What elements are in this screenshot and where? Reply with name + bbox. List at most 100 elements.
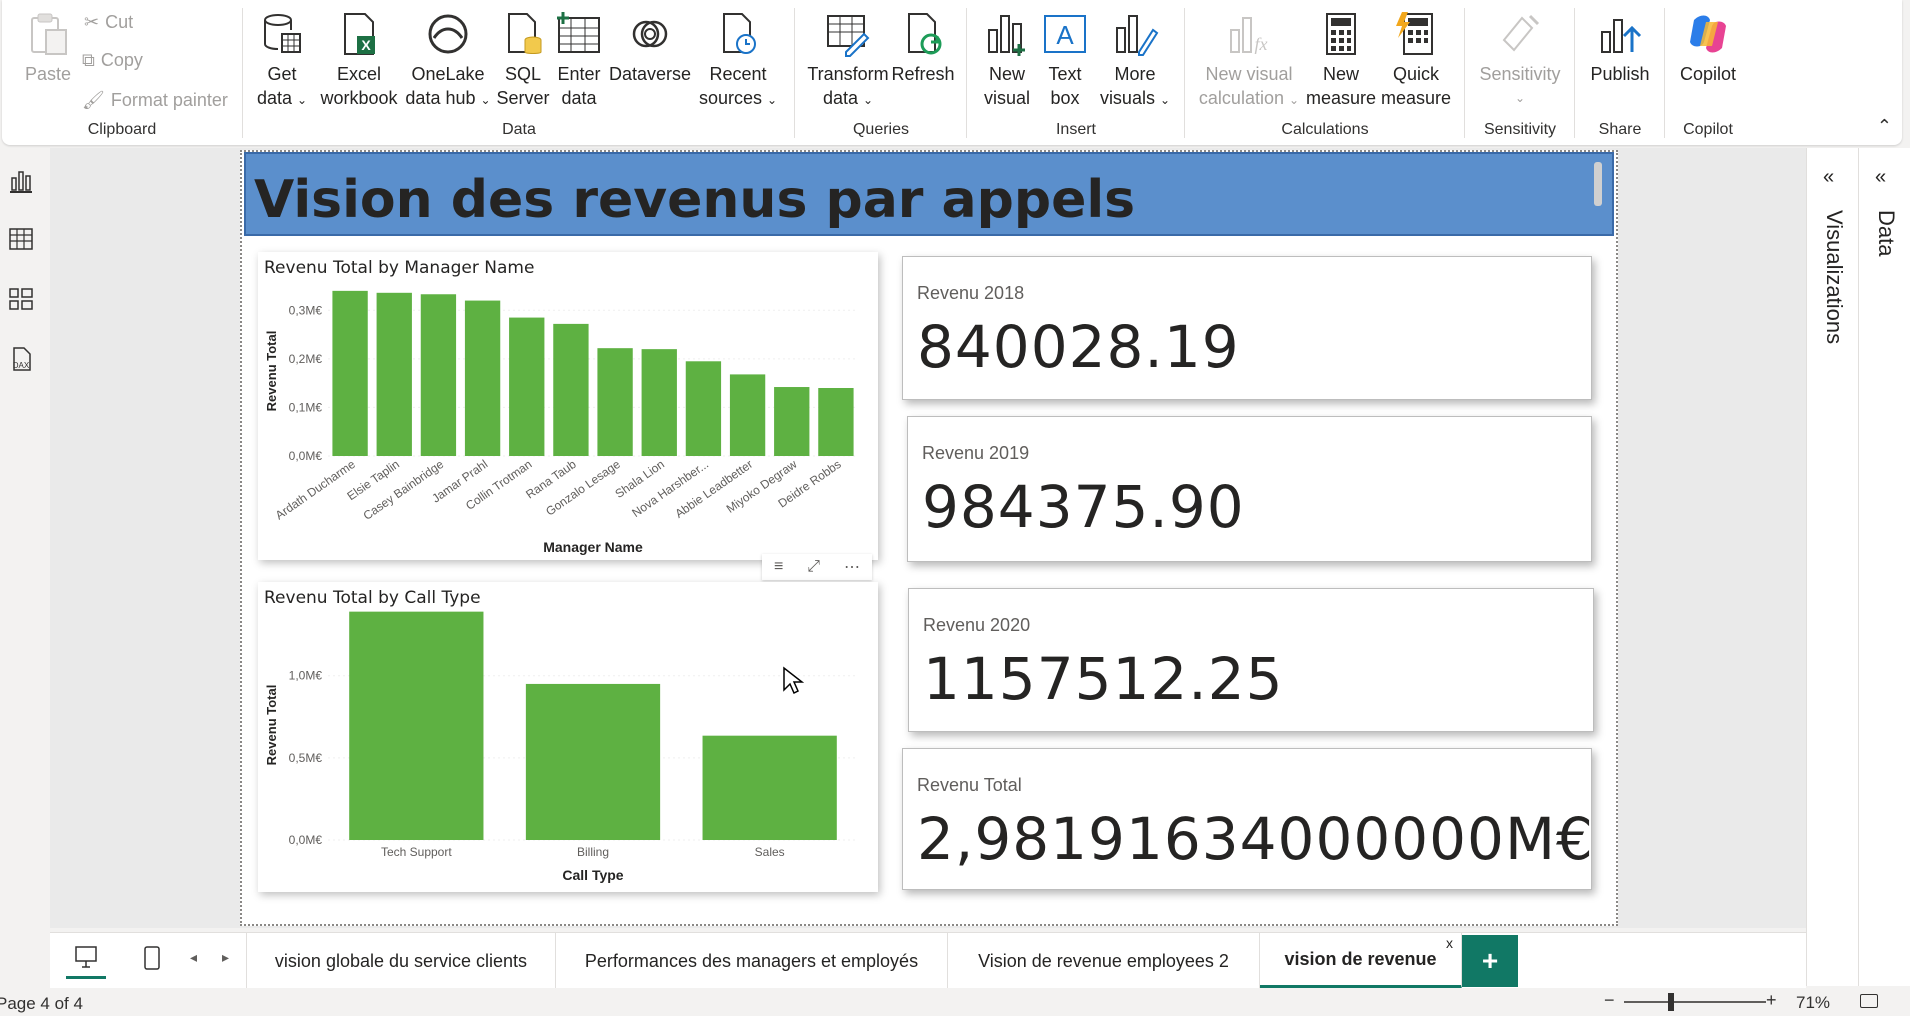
tab-scroll-left-icon[interactable]: ◂ xyxy=(190,949,198,965)
focus-mode-icon[interactable]: ⤢ xyxy=(807,558,821,575)
sensitivity-icon xyxy=(1496,10,1544,58)
bar-11 xyxy=(774,387,810,456)
zoom-slider[interactable] xyxy=(1624,993,1766,1011)
tab-scroll-right-icon[interactable]: ▸ xyxy=(222,949,230,965)
cut-button[interactable]: ✂ Cut xyxy=(84,12,133,33)
collapse-ribbon-icon[interactable]: ⌃ xyxy=(1876,116,1892,136)
dataverse-button[interactable]: Dataverse xyxy=(608,10,692,86)
zoom-in-icon[interactable]: + xyxy=(1766,990,1777,1010)
expand-pane-icon[interactable]: « xyxy=(1875,166,1887,188)
tab-performances[interactable]: Performances des managers et employés xyxy=(556,933,948,989)
table-view-icon[interactable] xyxy=(8,226,34,252)
report-title-box[interactable]: Vision des revenus par appels xyxy=(244,152,1614,236)
sensitivity-group: Sensitivity ⌄ Sensitivity xyxy=(1466,0,1574,145)
kpi-card-revenu-2018[interactable]: Revenu 2018 840028.19 xyxy=(902,256,1592,400)
x-axis-title: Manager Name xyxy=(543,539,643,555)
separator xyxy=(242,8,243,138)
text-box-icon: A xyxy=(1041,10,1089,58)
excel-icon: X xyxy=(335,10,383,58)
queries-group-label: Queries xyxy=(852,121,910,138)
publish-button[interactable]: Publish xyxy=(1582,10,1658,86)
insert-group: New visual A Text box More visuals ⌄ Ins… xyxy=(968,0,1184,145)
y-axis-title: Revenu Total xyxy=(264,331,279,412)
sensitivity-button[interactable]: Sensitivity ⌄ xyxy=(1474,10,1566,110)
svg-text:fx: fx xyxy=(1255,34,1268,54)
chevron-down-icon: ⌄ xyxy=(1514,91,1526,105)
text-box-label-1: Text xyxy=(1048,64,1082,84)
bar-9 xyxy=(685,361,722,456)
recent-label-2: sources ⌄ xyxy=(696,86,780,112)
x-tick-label: Tech Support xyxy=(381,845,452,859)
format-painter-button[interactable]: 🖌 Format painter xyxy=(82,90,228,111)
sql-server-button[interactable]: SQL Server xyxy=(494,10,552,110)
kpi-card-revenu-2020[interactable]: Revenu 2020 1157512.25 xyxy=(908,588,1594,732)
data-pane[interactable]: « Data xyxy=(1858,148,1910,986)
title-scrollbar[interactable] xyxy=(1594,162,1602,206)
new-visual-button[interactable]: New visual xyxy=(982,10,1032,110)
report-title: Vision des revenus par appels xyxy=(254,170,1136,230)
copilot-button[interactable]: Copilot xyxy=(1672,10,1744,86)
x-tick-label: Ardath Ducharme xyxy=(273,457,358,523)
new-measure-button[interactable]: New measure xyxy=(1306,10,1376,110)
separator xyxy=(1574,8,1575,138)
desktop-layout-icon[interactable] xyxy=(66,943,106,979)
more-visuals-button[interactable]: More visuals ⌄ xyxy=(1096,10,1174,112)
quick-measure-button[interactable]: Quick measure xyxy=(1378,10,1454,110)
copy-button[interactable]: ⧉ Copy xyxy=(82,50,143,71)
visualizations-pane[interactable]: « Visualizations xyxy=(1806,148,1858,986)
tab-vision-globale[interactable]: vision globale du service clients xyxy=(246,933,556,989)
kpi-card-revenu-total[interactable]: Revenu Total 2,98191634000000M€ xyxy=(902,748,1593,890)
page-indicator: Page 4 of 4 xyxy=(0,994,83,1013)
fx-icon: fx xyxy=(1225,10,1273,58)
y-tick-label: 0,2M€ xyxy=(289,352,323,366)
close-tab-icon[interactable]: x xyxy=(1446,935,1453,951)
text-box-label-2: box xyxy=(1050,88,1080,108)
tab-vision-revenue-employees-2[interactable]: Vision de revenue employees 2 xyxy=(948,933,1260,989)
transform-data-icon xyxy=(824,10,872,58)
copilot-icon xyxy=(1684,10,1732,58)
onelake-icon xyxy=(424,10,472,58)
get-data-button[interactable]: Get data ⌄ xyxy=(252,10,312,112)
transform-label-2-text: data xyxy=(822,88,858,108)
onelake-data-hub-button[interactable]: OneLake data hub ⌄ xyxy=(404,10,492,112)
tab-vision-de-revenue[interactable]: vision de revenue x xyxy=(1260,933,1462,989)
card-value: 1157512.25 xyxy=(923,645,1284,713)
svg-text:DAX: DAX xyxy=(13,361,30,370)
bar-2 xyxy=(376,292,412,456)
filter-icon[interactable]: ≡ xyxy=(773,558,784,575)
new-visual-calculation-button[interactable]: fx New visual calculation ⌄ xyxy=(1196,10,1302,112)
dax-query-view-icon[interactable]: DAX xyxy=(8,346,34,372)
fit-to-page-icon[interactable] xyxy=(1860,994,1878,1008)
excel-workbook-button[interactable]: X Excel workbook xyxy=(316,10,402,110)
expand-pane-icon[interactable]: « xyxy=(1823,166,1835,188)
transform-data-button[interactable]: Transform data ⌄ xyxy=(806,10,890,112)
enter-data-button[interactable]: Enter data xyxy=(554,10,604,110)
manager-revenue-chart[interactable]: Revenu Total by Manager Name 0,0M€ 0,1M€ 0… xyxy=(258,252,878,560)
transform-label-2: data ⌄ xyxy=(806,86,890,112)
paste-button[interactable]: Paste xyxy=(20,10,76,86)
report-view-icon[interactable] xyxy=(8,168,34,194)
bar-6 xyxy=(553,323,589,456)
paste-icon xyxy=(24,10,72,58)
database-icon xyxy=(258,10,306,58)
quick-measure-label-2: measure xyxy=(1380,88,1452,108)
onelake-label-2: data hub ⌄ xyxy=(404,86,492,112)
recent-sources-button[interactable]: Recent sources ⌄ xyxy=(696,10,780,112)
model-view-icon[interactable] xyxy=(8,286,34,312)
refresh-button[interactable]: Refresh xyxy=(890,10,956,86)
text-box-button[interactable]: A Text box xyxy=(1040,10,1090,110)
transform-label-1: Transform xyxy=(807,64,889,84)
mobile-layout-icon[interactable] xyxy=(142,945,162,973)
add-page-button[interactable]: + xyxy=(1462,935,1518,987)
zoom-slider-thumb[interactable] xyxy=(1668,993,1674,1011)
quick-measure-label-1: Quick xyxy=(1392,64,1439,84)
call-type-revenue-chart[interactable]: Revenu Total by Call Type 0,0M€ 0,5M€ 1,0M… xyxy=(258,582,878,892)
more-options-icon[interactable]: ⋯ xyxy=(844,559,860,576)
card-value: 840028.19 xyxy=(917,313,1240,381)
onelake-label-2-text: data hub xyxy=(405,88,476,108)
y-tick-label: 0,0M€ xyxy=(289,833,323,847)
sql-label-2: Server xyxy=(496,88,550,108)
zoom-out-icon[interactable]: − xyxy=(1604,990,1615,1010)
more-visuals-icon xyxy=(1111,10,1159,58)
kpi-card-revenu-2019[interactable]: Revenu 2019 984375.90 xyxy=(907,416,1592,562)
